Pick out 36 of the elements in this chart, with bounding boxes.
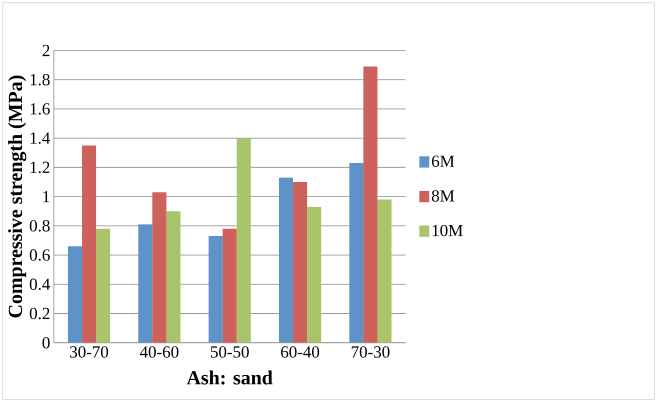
y-tick-label: 0.4 bbox=[30, 278, 50, 290]
bar bbox=[293, 182, 308, 343]
bar bbox=[377, 199, 392, 343]
y-tick-label: 0.6 bbox=[30, 249, 50, 261]
legend-label: 8M bbox=[432, 190, 454, 202]
y-tick-label: 1.2 bbox=[30, 162, 50, 173]
x-tick-label: 70-30 bbox=[352, 346, 390, 358]
bar bbox=[349, 162, 364, 343]
y-tick-label: 0 bbox=[42, 336, 50, 348]
bar bbox=[222, 228, 237, 343]
x-axis-title: Ash: sand bbox=[186, 370, 273, 384]
legend-label: 6M bbox=[432, 155, 454, 167]
x-tick-label: 50-50 bbox=[210, 346, 249, 358]
bar bbox=[96, 228, 110, 343]
bar bbox=[166, 211, 180, 343]
y-axis-title: Compressive strength (MPa) bbox=[8, 76, 26, 318]
bar bbox=[208, 236, 223, 343]
bar bbox=[68, 246, 82, 343]
bar bbox=[152, 192, 166, 343]
y-tick-label: 0.8 bbox=[30, 220, 50, 232]
bar bbox=[236, 138, 251, 343]
bar bbox=[82, 145, 96, 343]
legend-label: 10M bbox=[432, 224, 463, 236]
y-tick-label: 1.8 bbox=[30, 74, 50, 86]
y-tick-label: 1.4 bbox=[30, 132, 50, 144]
x-tick-label: 30-70 bbox=[70, 346, 108, 358]
bar bbox=[278, 177, 294, 343]
bar bbox=[138, 224, 152, 343]
y-tick-label: 0.2 bbox=[30, 308, 50, 320]
y-tick-label: 1 bbox=[43, 190, 50, 202]
y-tick-label: 1.6 bbox=[30, 103, 50, 115]
bar bbox=[363, 66, 378, 343]
x-tick-label: 60-40 bbox=[281, 346, 320, 358]
x-tick-label: 40-60 bbox=[140, 346, 178, 358]
bar bbox=[307, 206, 322, 343]
y-tick-label: 2 bbox=[42, 44, 50, 56]
